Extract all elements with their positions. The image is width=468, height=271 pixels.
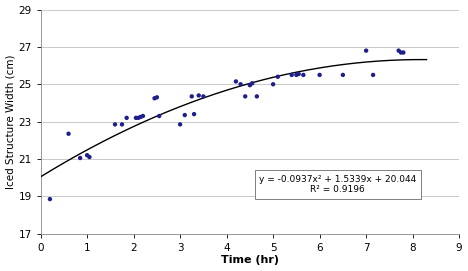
Point [369,73,377,77]
Point [232,79,240,84]
Point [181,113,189,117]
Point [246,83,254,87]
Point [134,116,142,120]
Point [362,49,370,53]
Point [188,94,196,99]
X-axis label: Time (hr): Time (hr) [221,256,279,265]
Point [65,131,72,136]
Point [288,73,295,77]
Point [111,122,119,127]
Point [300,73,307,77]
Point [200,94,207,99]
Point [339,73,347,77]
Point [395,49,402,53]
Point [295,72,302,76]
Point [400,50,407,55]
Point [190,112,198,116]
Point [83,153,91,157]
Point [397,50,405,55]
Point [46,197,54,201]
Point [270,82,277,86]
Point [86,155,93,159]
Y-axis label: Iced Structure Width (cm): Iced Structure Width (cm) [6,54,15,189]
Point [237,82,244,86]
Point [195,93,203,98]
Point [153,95,161,99]
Point [76,156,84,160]
Point [241,94,249,99]
Point [249,81,256,85]
Point [139,114,146,118]
Point [253,94,261,99]
Point [155,114,163,118]
Text: y = -0.0937x² + 1.5339x + 20.044
R² = 0.9196: y = -0.0937x² + 1.5339x + 20.044 R² = 0.… [259,175,417,194]
Point [132,116,139,120]
Point [292,73,300,77]
Point [118,122,126,127]
Point [274,75,282,79]
Point [137,115,144,119]
Point [151,96,158,101]
Point [123,116,131,120]
Point [316,73,323,77]
Point [176,122,184,127]
